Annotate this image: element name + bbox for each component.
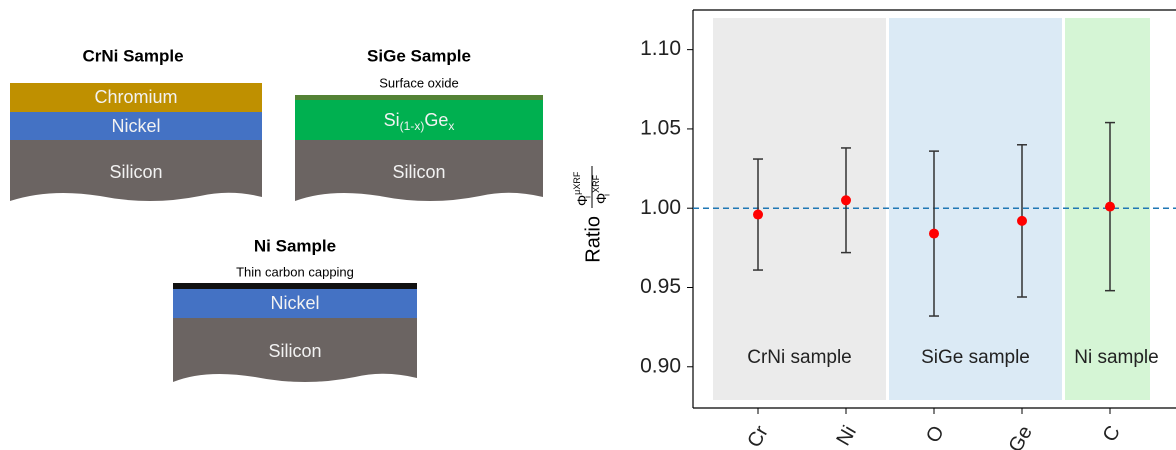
ni-stack: Ni Sample Thin carbon capping Nickel Sil… xyxy=(173,236,417,382)
y-label-numerator: ΦμXRF xyxy=(572,171,589,206)
subscript: i xyxy=(601,194,611,196)
layer-label: Silicon xyxy=(268,341,321,361)
alloy-base: Si xyxy=(384,110,400,130)
sample-title: Ni Sample xyxy=(254,236,336,255)
superscript: μXRF xyxy=(572,171,582,195)
oxide-layer xyxy=(295,95,543,100)
figure: CrNi Sample Chromium Nickel Silicon SiGe… xyxy=(0,0,1176,450)
layer-note: Thin carbon capping xyxy=(236,264,354,279)
sige-stack: SiGe Sample Surface oxide Si(1-x)Gex Sil… xyxy=(295,46,543,201)
subscript: i xyxy=(582,196,592,198)
layer-note: Surface oxide xyxy=(379,75,459,90)
crni-stack: CrNi Sample Chromium Nickel Silicon xyxy=(10,46,262,201)
y-label-denominator: ΦXRF xyxy=(591,174,608,204)
data-point xyxy=(929,229,939,239)
x-tick-label: Cr xyxy=(743,422,773,450)
y-tick-label: 0.90 xyxy=(640,354,681,377)
region-label: CrNi sample xyxy=(747,347,852,368)
y-tick-label: 0.95 xyxy=(640,275,681,298)
x-tick-label: O xyxy=(922,422,949,446)
layer-label: Nickel xyxy=(270,293,319,313)
layer-label: Silicon xyxy=(109,162,162,182)
y-axis-label: Ratio ΦμXRF i ΦXRF i xyxy=(572,166,611,263)
region-label: SiGe sample xyxy=(921,347,1030,368)
region-label: Ni sample xyxy=(1074,347,1158,368)
sample-title: SiGe Sample xyxy=(367,46,471,65)
y-tick-label: 1.05 xyxy=(640,116,681,139)
layer-label: Nickel xyxy=(111,116,160,136)
x-tick-label: Ni xyxy=(832,422,860,449)
data-point xyxy=(841,195,851,205)
sample-region xyxy=(713,18,886,400)
superscript: XRF xyxy=(591,174,601,193)
y-tick-label: 1.00 xyxy=(640,196,681,219)
carbon-layer xyxy=(173,283,417,289)
data-point xyxy=(1105,202,1115,212)
y-label-text: Ratio xyxy=(582,216,604,263)
layer-label: Silicon xyxy=(392,162,445,182)
sample-region xyxy=(889,18,1062,400)
alloy-base: Ge xyxy=(424,110,448,130)
layer-label: Chromium xyxy=(94,87,177,107)
x-tick-label: C xyxy=(1099,422,1125,446)
alloy-sub: x xyxy=(448,119,454,133)
alloy-sub: (1-x) xyxy=(400,119,425,133)
y-tick-label: 1.10 xyxy=(640,37,681,60)
data-point xyxy=(753,210,763,220)
x-tick-label: Ge xyxy=(1005,422,1037,450)
sample-title: CrNi Sample xyxy=(82,46,183,65)
data-point xyxy=(1017,216,1027,226)
